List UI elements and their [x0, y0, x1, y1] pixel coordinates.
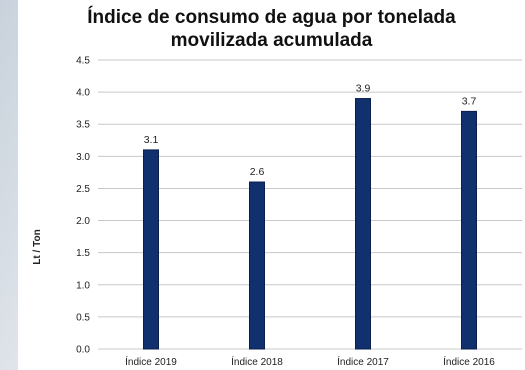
data-label: 2.6	[250, 166, 265, 178]
bar	[355, 98, 371, 350]
chart-panel	[18, 0, 525, 370]
data-label: 3.7	[462, 95, 477, 107]
y-tick-label: 2.5	[76, 184, 90, 195]
bar	[249, 181, 265, 350]
data-label: 3.9	[356, 83, 371, 95]
bar	[143, 149, 159, 350]
x-tick-label: Índice 2019	[125, 355, 177, 368]
chart-title: Índice de consumo de agua por tonelada m…	[18, 6, 525, 52]
x-axis-ticks: Índice 2019 Índice 2018 Índice 2017 Índice …	[125, 355, 495, 368]
x-tick-label: Índice 2017	[337, 355, 389, 368]
y-tick-label: 2.0	[76, 216, 90, 227]
y-axis-ticks: 0.0 0.5 1.0 1.5 2.0 2.5 3.0 3.5 4.0 4.5	[76, 56, 90, 356]
y-tick-label: 3.0	[76, 152, 90, 163]
chart-title-line-1: Índice de consumo de agua por tonelada	[87, 7, 456, 28]
y-tick-label: 4.0	[76, 88, 90, 99]
chart-title-line-2: movilizada acumulada	[170, 30, 373, 51]
x-tick-label: Índice 2016	[443, 355, 495, 368]
y-tick-label: 0.0	[76, 345, 90, 356]
y-tick-label: 4.5	[76, 56, 90, 67]
y-tick-label: 3.5	[76, 120, 90, 131]
y-tick-label: 0.5	[76, 312, 90, 323]
y-tick-label: 1.0	[76, 280, 90, 291]
x-tick-label: Índice 2018	[231, 355, 283, 368]
data-label: 3.1	[144, 134, 159, 146]
y-axis-title: Lt / Ton	[32, 229, 43, 264]
bar	[461, 110, 477, 350]
grid	[98, 59, 522, 350]
y-tick-label: 1.5	[76, 248, 90, 259]
bars	[143, 98, 477, 350]
data-labels: 3.1 2.6 3.9 3.7	[144, 83, 477, 178]
